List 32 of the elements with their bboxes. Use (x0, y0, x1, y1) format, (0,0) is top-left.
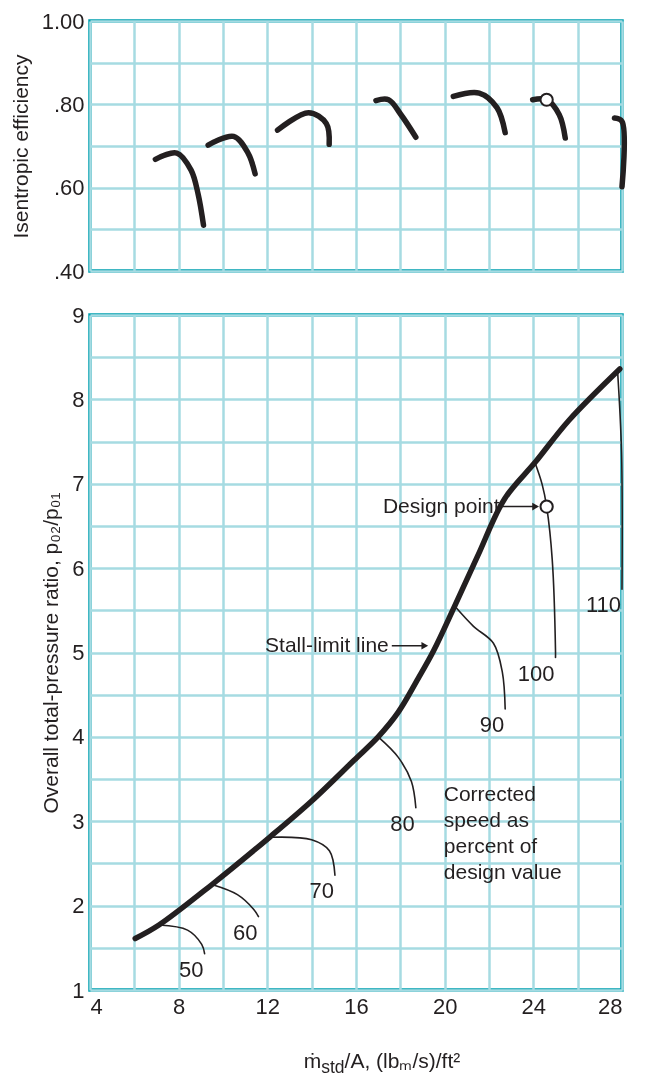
series-label: 110 (585, 592, 621, 618)
annotation: Corrected speed as percent of design value (443, 782, 562, 884)
y-tick-label: .40 (53, 258, 85, 284)
x-axis-title: ṁ$_{std}$/A, (lbₘ/s)/ft² (302, 1048, 462, 1079)
x-tick-label: 4 (90, 993, 103, 1019)
y-axis-title: Overall total-pressure ratio, p₀₂/p₀₁ (39, 492, 63, 814)
y-tick-label: .60 (53, 175, 85, 201)
series-label: 90 (479, 712, 505, 738)
y-tick-label: 2 (72, 893, 85, 919)
annotation: Stall-limit line (265, 632, 389, 656)
y-tick-label: 7 (72, 471, 85, 497)
x-tick-label: 8 (173, 993, 186, 1019)
x-tick-label: 16 (344, 993, 369, 1019)
y-tick-label: 6 (72, 555, 85, 581)
y-tick-label: 4 (72, 724, 85, 750)
y-tick-label: 3 (72, 808, 85, 834)
series-label: 80 (390, 810, 415, 836)
y-axis-title: Isentropic efficiency (8, 53, 32, 239)
x-tick-label: 28 (598, 993, 623, 1019)
y-tick-label: 9 (72, 302, 85, 328)
y-tick-label: 1.00 (41, 8, 85, 34)
series-label: 70 (309, 878, 334, 904)
y-tick-label: 5 (72, 640, 85, 665)
y-tick-label: 1 (72, 977, 85, 1003)
series-label: 100 (517, 660, 555, 686)
y-tick-label: .80 (53, 91, 85, 117)
series-label: 50 (179, 956, 204, 982)
x-tick-label: 24 (521, 993, 547, 1019)
x-tick-label: 20 (432, 993, 458, 1019)
y-tick-label: 8 (72, 386, 85, 412)
series-label: 60 (232, 919, 258, 945)
x-tick-label: 12 (255, 993, 281, 1019)
